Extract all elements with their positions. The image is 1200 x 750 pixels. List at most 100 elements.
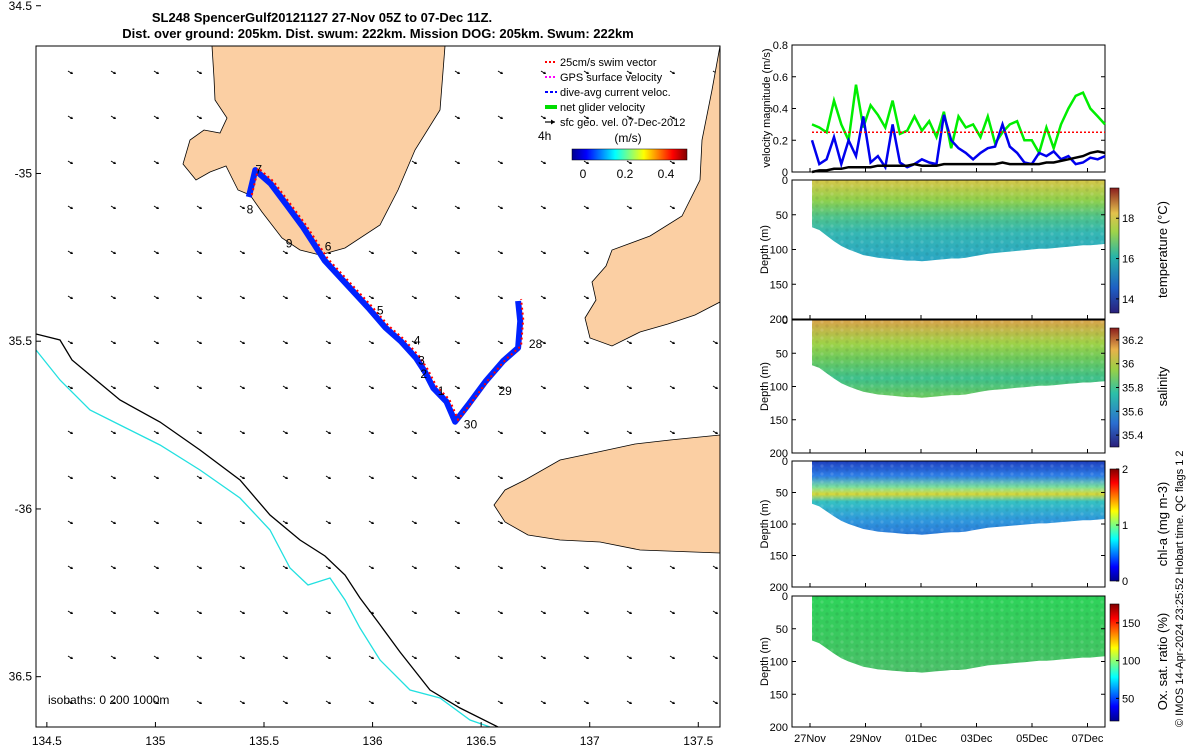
current-arrow [712,340,718,344]
current-arrow [669,565,675,569]
depth-tick: 50 [776,624,788,636]
current-arrow [454,385,460,389]
current-arrow [239,475,245,479]
current-arrow [110,520,116,524]
day-label: 3 [418,354,425,368]
colorbar-tick: 35.4 [1122,430,1143,442]
day-labels: 7 8 9 6 5 4 321 30 29 28 [247,162,543,431]
map-y-tick: 34.5 [9,0,33,13]
current-arrow [454,340,460,344]
current-arrow [153,610,159,614]
current-arrow [110,700,116,704]
current-arrow [411,565,417,569]
current-arrow [669,700,675,704]
current-arrow [196,250,202,254]
current-arrow [540,385,546,389]
current-arrow [325,655,331,659]
current-arrow [712,700,718,704]
current-arrow [669,205,675,209]
current-arrow [497,385,503,389]
section-colorbar [1109,187,1120,314]
current-arrow [282,430,288,434]
current-arrow [712,655,718,659]
current-arrow [669,340,675,344]
current-arrow [626,340,632,344]
current-arrow [669,385,675,389]
current-arrow [368,430,374,434]
current-arrow [196,70,202,74]
current-arrow [411,610,417,614]
current-arrow [540,430,546,434]
map-x-tick: 134.5 [32,734,62,748]
section-temperature: 0 50 100 150 200 Depth (m) 14 16 18 temperature (… [759,175,1170,326]
current-arrow [153,340,159,344]
depth-ylabel: Depth (m) [759,500,771,549]
depth-tick: 0 [782,591,788,603]
current-arrow [497,160,503,164]
current-arrow [196,610,202,614]
current-arrow [411,340,417,344]
current-arrow [110,475,116,479]
current-arrow [67,115,73,119]
colorbar-tick: 100 [1122,656,1140,668]
velocity-y-axis: 0 0.2 0.4 0.6 0.8 [773,40,1105,179]
current-arrow [540,610,546,614]
current-arrow [540,205,546,209]
current-arrow [411,520,417,524]
colorbar-label: temperature (°C) [1155,201,1170,298]
depth-tick: 200 [770,448,788,460]
current-arrow [282,295,288,299]
current-arrow [239,610,245,614]
current-arrow [196,475,202,479]
current-arrow [325,565,331,569]
colorbar-tick-1: 0.2 [617,167,634,181]
current-arrow [540,70,546,74]
current-arrow [669,610,675,614]
current-arrow [282,475,288,479]
current-arrow [583,205,589,209]
map-x-tick: 137 [580,734,600,748]
depth-ylabel: Depth (m) [759,637,771,686]
title-line-1: SL248 SpencerGulf20121127 27-Nov 05Z to … [152,10,492,25]
current-arrow [196,340,202,344]
day-label: 4 [414,334,421,348]
current-arrow [497,250,503,254]
current-arrow [239,430,245,434]
current-arrow [411,385,417,389]
current-arrow [411,160,417,164]
velocity-line [811,150,1106,174]
current-arrow [239,250,245,254]
depth-tick: 0 [782,456,788,468]
current-arrow [239,340,245,344]
current-arrow [497,475,503,479]
velocity-y-tick: 0.4 [773,104,788,116]
current-arrow [454,655,460,659]
current-arrow [67,205,73,209]
current-arrow [110,205,116,209]
depth-tick: 0 [782,315,788,327]
current-arrow [454,160,460,164]
current-arrow [196,565,202,569]
current-arrow [497,70,503,74]
velocity-line [810,114,1106,171]
isobath-label: isobaths: 0 200 1000m [48,693,169,707]
map-x-tick: 135 [145,734,165,748]
current-arrow [583,250,589,254]
current-arrow [454,205,460,209]
current-arrow [583,610,589,614]
day-label: 9 [286,236,293,250]
current-arrow [411,205,417,209]
colorbar-tick: 16 [1122,254,1134,266]
map-y-tick: -35 [15,166,33,180]
depth-ylabel: Depth (m) [759,362,771,411]
velocity-timeseries: 0 0.2 0.4 0.6 0.8 velocity magnitude (m/s) [761,40,1106,179]
velocity-y-tick: 0.8 [773,40,788,52]
current-arrow [196,520,202,524]
current-arrow [368,385,374,389]
current-arrow [153,700,159,704]
day-label: 6 [325,240,332,254]
current-arrow [239,700,245,704]
current-arrow [282,340,288,344]
depth-tick: 200 [770,582,788,594]
